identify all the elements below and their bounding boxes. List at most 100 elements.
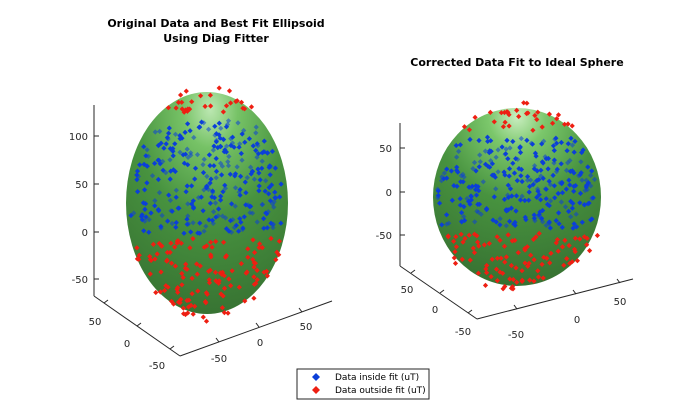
data-point-outside	[567, 260, 573, 266]
right-x-tick-label: 50	[614, 297, 627, 308]
data-point-outside	[190, 236, 196, 242]
data-point-inside	[471, 159, 478, 166]
data-point-inside	[142, 206, 148, 212]
right-z-tick-label: -50	[376, 231, 392, 242]
data-point-inside	[572, 138, 578, 144]
left-y-tick-label: 50	[89, 317, 102, 328]
data-point-outside	[584, 235, 590, 241]
data-point-outside	[539, 261, 545, 267]
data-point-outside	[483, 266, 489, 272]
data-point-inside	[584, 187, 590, 193]
data-point-outside	[229, 268, 235, 274]
data-point-inside	[504, 137, 510, 143]
data-point-outside	[180, 274, 186, 281]
data-point-inside	[592, 176, 598, 182]
data-point-inside	[506, 166, 513, 172]
data-point-outside	[206, 280, 213, 286]
data-point-inside	[501, 196, 508, 202]
data-point-outside	[184, 266, 190, 272]
data-point-outside	[519, 278, 525, 284]
data-point-inside	[155, 176, 161, 183]
data-point-outside	[248, 104, 255, 110]
data-point-outside	[460, 239, 466, 245]
data-point-outside	[532, 112, 538, 119]
data-point-inside	[507, 218, 513, 224]
data-point-outside	[208, 239, 214, 245]
data-point-outside	[254, 267, 260, 273]
data-point-inside	[529, 141, 536, 147]
data-point-inside	[210, 147, 216, 153]
data-point-inside	[225, 159, 231, 165]
data-point-inside	[256, 183, 262, 189]
data-point-inside	[477, 152, 483, 158]
data-point-inside	[497, 222, 503, 228]
data-point-inside	[189, 183, 195, 189]
data-point-outside	[175, 285, 181, 291]
data-point-outside	[459, 256, 465, 262]
data-point-outside	[226, 276, 232, 282]
data-point-inside	[534, 177, 540, 184]
data-point-outside	[515, 250, 521, 256]
data-point-inside	[554, 140, 560, 146]
data-point-outside	[584, 242, 590, 248]
data-point-outside	[521, 100, 527, 106]
data-point-outside	[222, 254, 229, 260]
data-point-inside	[581, 202, 587, 208]
data-point-outside	[524, 110, 530, 117]
data-point-inside	[242, 139, 248, 145]
data-point-outside	[188, 302, 194, 308]
data-point-outside	[452, 249, 458, 255]
data-point-inside	[177, 149, 183, 155]
data-point-inside	[562, 204, 569, 210]
data-point-inside	[144, 180, 150, 186]
data-point-inside	[163, 170, 169, 176]
data-point-inside	[213, 214, 219, 220]
legend: Data inside fit (uT) Data outside fit (u…	[296, 368, 430, 400]
data-point-inside	[273, 195, 279, 201]
data-point-outside	[221, 273, 227, 279]
data-point-outside	[152, 256, 158, 262]
data-point-outside	[185, 106, 191, 112]
data-point-inside	[497, 216, 503, 222]
data-point-inside	[213, 155, 219, 162]
data-point-inside	[543, 156, 549, 162]
data-point-inside	[128, 212, 134, 219]
data-point-inside	[515, 156, 521, 162]
data-point-inside	[232, 173, 238, 179]
data-point-inside	[211, 163, 217, 169]
data-point-inside	[492, 174, 498, 180]
data-point-outside	[220, 109, 226, 115]
data-point-inside	[517, 145, 523, 151]
data-point-outside	[175, 238, 181, 244]
data-point-inside	[513, 156, 519, 162]
data-point-inside	[573, 211, 579, 217]
data-point-outside	[498, 110, 504, 116]
data-point-inside	[532, 218, 538, 224]
data-point-inside	[152, 160, 158, 166]
data-point-outside	[164, 257, 170, 263]
data-point-outside	[530, 127, 536, 133]
data-point-outside	[536, 230, 542, 237]
legend-label-inside: Data inside fit (uT)	[335, 373, 419, 383]
data-point-inside	[444, 175, 450, 181]
data-point-inside	[558, 161, 564, 167]
data-point-inside	[518, 173, 524, 179]
data-point-inside	[222, 185, 228, 191]
data-point-inside	[248, 164, 254, 170]
data-point-inside	[578, 159, 584, 165]
data-point-outside	[569, 259, 575, 265]
right-z-tick-label: 0	[386, 188, 392, 199]
data-point-outside	[510, 286, 516, 292]
data-point-inside	[167, 157, 173, 163]
data-point-outside	[167, 249, 173, 255]
data-point-inside	[535, 213, 542, 219]
data-point-outside	[208, 252, 214, 258]
data-point-outside	[187, 245, 193, 251]
data-point-inside	[141, 144, 147, 150]
data-point-inside	[271, 199, 277, 205]
data-point-outside	[540, 275, 546, 281]
data-point-inside	[157, 128, 163, 134]
data-point-outside	[548, 250, 554, 256]
data-point-outside	[178, 92, 184, 98]
